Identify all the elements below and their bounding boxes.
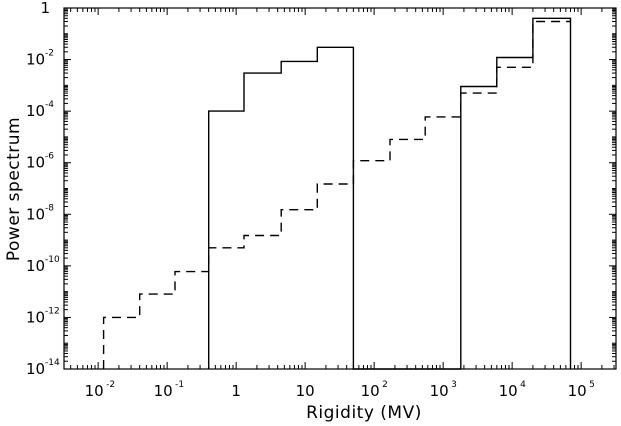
y-tick-label: 10 -4 — [26, 100, 54, 120]
y-tick-label: 10 -6 — [26, 152, 54, 172]
x-tick-exponent: 5 — [589, 380, 595, 390]
x-tick-label: 10 3 — [430, 380, 457, 400]
x-tick-label: 10 -2 — [85, 380, 116, 400]
y-tick-exponent: -6 — [45, 152, 54, 162]
series-line-solid — [207, 17, 572, 370]
y-tick-base: 10 — [26, 360, 45, 378]
series-layer — [102, 17, 572, 370]
y-tick-base: 10 — [26, 51, 45, 69]
y-tick-exponent: -8 — [45, 203, 54, 213]
x-tick-base: 10 — [499, 382, 518, 400]
x-tick-base: 10 — [430, 382, 449, 400]
y-axis-title: Power spectrum — [4, 117, 24, 261]
x-tick-label: 10 5 — [568, 380, 595, 400]
x-axis-title: Rigidity (MV) — [306, 403, 422, 423]
y-tick-base: 10 — [26, 205, 45, 223]
y-tick-base: 10 — [26, 102, 45, 120]
y-tick-base: 1 — [40, 0, 50, 17]
y-tick-base: 10 — [26, 257, 45, 275]
x-tick-label: 1 — [231, 382, 241, 400]
x-tick-base: 1 — [231, 382, 241, 400]
x-tick-base: 10 — [296, 382, 315, 400]
y-tick-exponent: -14 — [45, 358, 60, 368]
y-tick-label: 1 — [40, 0, 50, 17]
x-tick-label: 10 2 — [361, 380, 388, 400]
y-tick-base: 10 — [26, 308, 45, 326]
y-tick-exponent: -10 — [45, 255, 60, 265]
x-tick-exponent: 2 — [382, 380, 388, 390]
x-tick-label: 10 — [296, 382, 315, 400]
x-tick-base: 10 — [85, 382, 104, 400]
x-tick-exponent: -1 — [175, 380, 184, 390]
x-tick-base: 10 — [361, 382, 380, 400]
x-tick-exponent: 3 — [451, 380, 457, 390]
x-tick-label: 10 -1 — [154, 380, 185, 400]
y-tick-exponent: -2 — [45, 49, 54, 59]
y-tick-label: 10 -12 — [26, 306, 60, 326]
y-tick-label: 10 -14 — [26, 358, 60, 378]
y-tick-label: 10 -2 — [26, 49, 54, 69]
series-line-dashed — [102, 20, 571, 369]
y-tick-exponent: -12 — [45, 306, 60, 316]
x-tick-base: 10 — [154, 382, 173, 400]
x-tick-exponent: 4 — [520, 380, 526, 390]
y-tick-label: 10 -8 — [26, 203, 54, 223]
y-tick-base: 10 — [26, 154, 45, 172]
y-tick-label: 10 -10 — [26, 255, 60, 275]
x-tick-exponent: -2 — [106, 380, 115, 390]
y-tick-exponent: -4 — [45, 100, 54, 110]
x-tick-base: 10 — [568, 382, 587, 400]
x-tick-label: 10 4 — [499, 380, 527, 400]
